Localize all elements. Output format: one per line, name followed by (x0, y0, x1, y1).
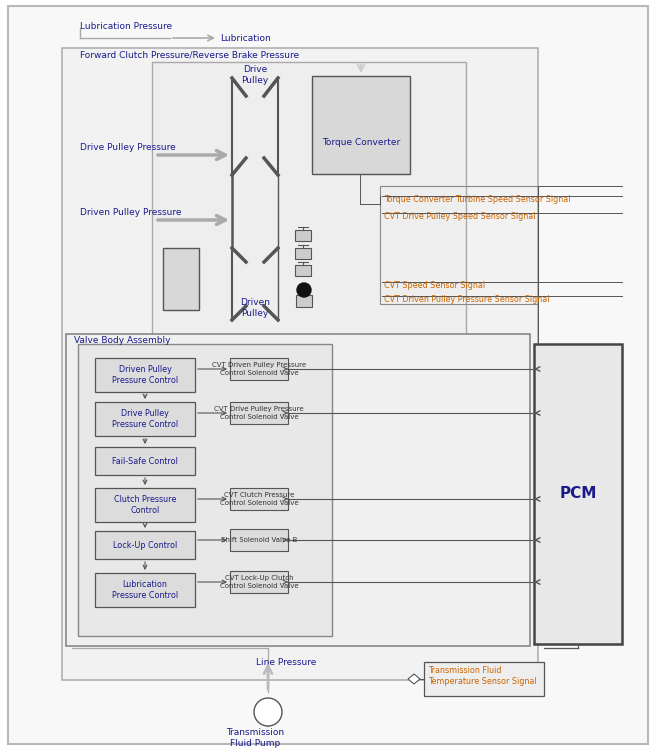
Bar (66, 334, 530, 646)
Bar (95, 531, 195, 559)
Text: Torque Converter Turbine Speed Sensor Signal: Torque Converter Turbine Speed Sensor Si… (384, 195, 570, 204)
Bar (95, 447, 195, 475)
Bar (163, 248, 199, 310)
Text: Line Pressure: Line Pressure (256, 658, 316, 667)
Text: Forward Clutch Pressure/Reverse Brake Pressure: Forward Clutch Pressure/Reverse Brake Pr… (80, 50, 299, 59)
Circle shape (322, 90, 358, 126)
Text: Valve Body Assembly: Valve Body Assembly (74, 336, 170, 345)
Circle shape (357, 90, 393, 126)
Ellipse shape (160, 270, 166, 288)
Bar (78, 344, 332, 636)
Bar (312, 76, 410, 174)
Bar (230, 529, 288, 551)
Bar (424, 662, 544, 696)
Bar (295, 265, 311, 276)
Circle shape (254, 698, 282, 726)
Bar (296, 295, 312, 307)
Text: CVT Clutch Pressure
Control Solenoid Valve: CVT Clutch Pressure Control Solenoid Val… (220, 492, 298, 506)
Text: Lubrication Pressure: Lubrication Pressure (80, 22, 172, 31)
Circle shape (297, 283, 311, 297)
Bar (230, 358, 288, 380)
Bar (152, 62, 466, 604)
Bar (380, 186, 538, 304)
Bar (62, 48, 538, 680)
Text: Fail-Safe Control: Fail-Safe Control (112, 457, 178, 466)
Text: Drive Pulley Pressure: Drive Pulley Pressure (80, 143, 176, 152)
Text: Driven Pulley Pressure: Driven Pulley Pressure (80, 208, 182, 217)
Bar (95, 573, 195, 607)
Text: Clutch Pressure
Control: Clutch Pressure Control (114, 495, 176, 515)
Text: Lubrication
Pressure Control: Lubrication Pressure Control (112, 580, 178, 600)
Bar (295, 230, 311, 241)
Text: Driven
Pulley: Driven Pulley (240, 298, 270, 318)
Bar (95, 488, 195, 522)
Text: CVT Driven Pulley Pressure Sensor Signal: CVT Driven Pulley Pressure Sensor Signal (384, 295, 549, 304)
Text: Lubrication: Lubrication (220, 34, 270, 43)
Text: PCM: PCM (559, 487, 597, 501)
Bar (295, 248, 311, 259)
Text: Driven Pulley
Pressure Control: Driven Pulley Pressure Control (112, 365, 178, 385)
Text: CVT Driven Pulley Pressure
Control Solenoid Valve: CVT Driven Pulley Pressure Control Solen… (212, 362, 306, 376)
Text: CVT Lock-Up Clutch
Control Solenoid Valve: CVT Lock-Up Clutch Control Solenoid Valv… (220, 575, 298, 589)
Text: Torque Converter: Torque Converter (322, 138, 400, 147)
Polygon shape (408, 674, 420, 684)
Text: CVT Drive Pulley Pressure
Control Solenoid Valve: CVT Drive Pulley Pressure Control Soleno… (215, 406, 304, 420)
Text: Transmission Fluid
Temperature Sensor Signal: Transmission Fluid Temperature Sensor Si… (428, 666, 537, 686)
Bar (95, 402, 195, 436)
Text: Lock-Up Control: Lock-Up Control (113, 541, 177, 550)
Bar (230, 571, 288, 593)
Bar (230, 488, 288, 510)
Text: CVT Speed Sensor Signal: CVT Speed Sensor Signal (384, 281, 485, 290)
Text: Drive Pulley
Pressure Control: Drive Pulley Pressure Control (112, 409, 178, 429)
Bar (95, 358, 195, 392)
Text: Transmission
Fluid Pump: Transmission Fluid Pump (226, 728, 284, 748)
Text: Shift Solenoid Valve B: Shift Solenoid Valve B (221, 537, 297, 543)
Bar (230, 402, 288, 424)
Text: Drive
Pulley: Drive Pulley (241, 65, 268, 85)
Bar (534, 344, 622, 644)
Text: CVT Drive Pulley Speed Sensor Signal: CVT Drive Pulley Speed Sensor Signal (384, 212, 536, 221)
